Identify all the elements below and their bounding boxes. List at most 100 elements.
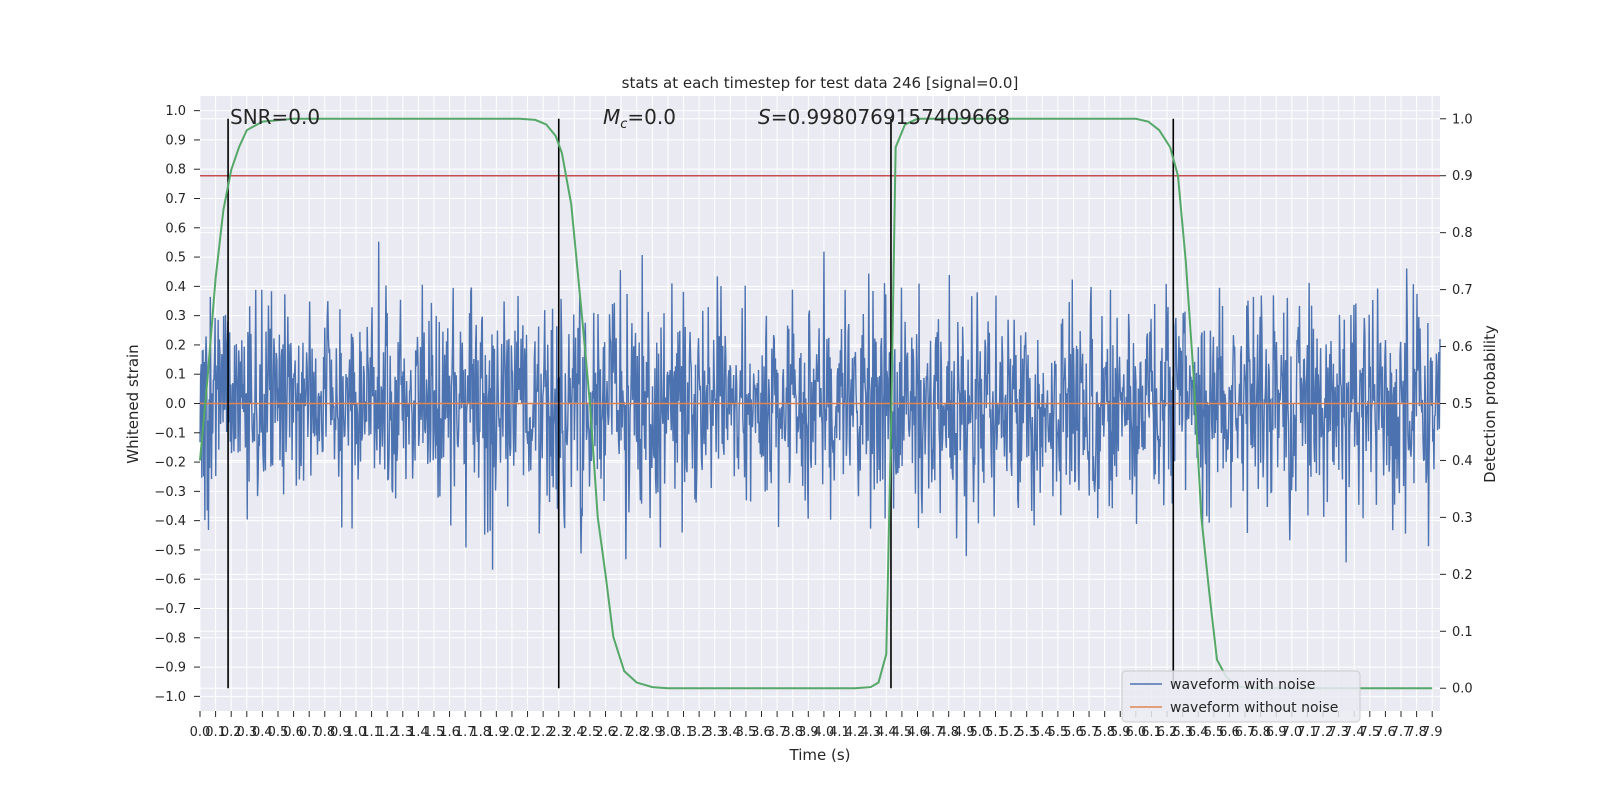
x-tick-label: 3.5 [736, 725, 757, 740]
x-tick-label: 2.3 [548, 725, 569, 740]
waveform-with-noise-line [199, 241, 1441, 570]
x-tick-label: 7.8 [1406, 725, 1427, 740]
chirp-mass-annotation: Mc=0.0 [603, 105, 676, 132]
x-tick-label: 0.3 [236, 725, 257, 740]
x-tick-label: 0.2 [221, 725, 242, 740]
x-tick-label: 5.4 [1032, 725, 1053, 740]
x-tick-label: 1.5 [424, 725, 445, 740]
x-tick-label: 5.1 [985, 725, 1006, 740]
x-tick-label: 5.8 [1094, 725, 1115, 740]
x-tick-label: 1.8 [470, 725, 491, 740]
x-tick-label: 7.4 [1344, 725, 1365, 740]
y-tick-label-left: 0.8 [165, 163, 186, 178]
y-tick-label-left: 1.0 [165, 104, 186, 119]
y-tick-label-left: −0.2 [154, 456, 186, 471]
x-tick-label: 2.6 [595, 725, 616, 740]
legend-label-with-noise: waveform with noise [1170, 677, 1315, 693]
x-tick-label: 3.8 [782, 725, 803, 740]
y-tick-label-left: 0.3 [165, 309, 186, 324]
x-tick-label: 3.2 [689, 725, 710, 740]
y-tick-label-left: −0.7 [154, 602, 186, 617]
x-tick-label: 4.7 [923, 725, 944, 740]
y-tick-label-left: 0.0 [165, 397, 186, 412]
y-tick-label-right: 0.7 [1452, 283, 1473, 298]
x-tick-label: 5.3 [1016, 725, 1037, 740]
x-tick-label: 4.9 [954, 725, 975, 740]
x-tick-label: 6.9 [1266, 725, 1287, 740]
x-tick-label: 4.6 [907, 725, 928, 740]
legend-label-without-noise: waveform without noise [1170, 700, 1338, 716]
detection-statistic-annotation: S=0.9980769157409668 [758, 105, 1010, 129]
x-tick-label: 0.0 [190, 725, 211, 740]
chirp-mass-value: =0.0 [627, 105, 676, 129]
y-axis-label-right: Detection probability [1481, 325, 1499, 483]
y-tick-label-left: −0.6 [154, 573, 186, 588]
x-tick-label: 2.5 [580, 725, 601, 740]
y-tick-label-left: −0.1 [154, 426, 186, 441]
legend-box [1121, 670, 1361, 723]
x-tick-label: 5.7 [1079, 725, 1100, 740]
y-tick-label-right: 0.8 [1452, 226, 1473, 241]
x-tick-label: 5.2 [1001, 725, 1022, 740]
x-tick-label: 0.7 [299, 725, 320, 740]
x-tick-label: 2.4 [564, 725, 585, 740]
x-tick-label: 1.4 [408, 725, 429, 740]
x-tick-label: 3.9 [798, 725, 819, 740]
x-tick-label: 6.7 [1235, 725, 1256, 740]
detection-statistic-symbol: S [758, 105, 771, 129]
x-tick-label: 4.4 [876, 725, 897, 740]
x-tick-label: 7.1 [1297, 725, 1318, 740]
x-tick-label: 6.4 [1188, 725, 1209, 740]
y-tick-label-left: 0.6 [165, 221, 186, 236]
chirp-mass-symbol: M [603, 105, 620, 129]
x-tick-label: 0.9 [330, 725, 351, 740]
x-tick-label: 7.0 [1281, 725, 1302, 740]
y-tick-label-left: −0.8 [154, 631, 186, 646]
x-tick-label: 2.2 [533, 725, 554, 740]
x-tick-label: 5.9 [1110, 725, 1131, 740]
y-tick-label-left: 0.7 [165, 192, 186, 207]
detection-statistic-value: =0.9980769157409668 [771, 105, 1010, 129]
y-tick-label-left: 0.4 [165, 280, 186, 295]
y-tick-label-left: 0.1 [165, 368, 186, 383]
x-tick-label: 1.6 [439, 725, 460, 740]
x-tick-label: 1.7 [455, 725, 476, 740]
x-tick-label: 4.0 [814, 725, 835, 740]
x-tick-label: 6.5 [1203, 725, 1224, 740]
y-axis-label-left: Whitened strain [124, 344, 142, 463]
x-tick-label: 1.1 [361, 725, 382, 740]
x-tick-label: 5.5 [1048, 725, 1069, 740]
y-tick-label-left: 0.9 [165, 133, 186, 148]
x-tick-label: 2.8 [626, 725, 647, 740]
x-tick-label: 3.7 [767, 725, 788, 740]
y-tick-label-right: 0.9 [1452, 169, 1473, 184]
y-tick-label-right: 0.6 [1452, 340, 1473, 355]
x-tick-label: 6.2 [1157, 725, 1178, 740]
x-tick-label: 3.1 [673, 725, 694, 740]
x-tick-label: 5.0 [970, 725, 991, 740]
y-tick-label-right: 1.0 [1452, 112, 1473, 127]
y-tick-label-left: −0.4 [154, 514, 186, 529]
y-tick-label-right: 0.4 [1452, 454, 1473, 469]
x-tick-label: 0.5 [268, 725, 289, 740]
x-tick-label: 3.3 [704, 725, 725, 740]
x-tick-label: 1.2 [377, 725, 398, 740]
x-tick-label: 4.1 [829, 725, 850, 740]
x-tick-label: 1.3 [392, 725, 413, 740]
y-tick-label-left: −0.3 [154, 485, 186, 500]
x-tick-label: 0.4 [252, 725, 273, 740]
x-tick-label: 5.6 [1063, 725, 1084, 740]
x-tick-label: 2.7 [611, 725, 632, 740]
y-tick-label-left: 0.5 [165, 251, 186, 266]
waveform-with-noise-series [199, 241, 1441, 570]
x-tick-label: 7.6 [1375, 725, 1396, 740]
x-tick-label: 2.0 [502, 725, 523, 740]
y-tick-label-left: −0.9 [154, 661, 186, 676]
x-tick-label: 7.3 [1328, 725, 1349, 740]
x-tick-label: 3.0 [658, 725, 679, 740]
x-tick-label: 0.6 [283, 725, 304, 740]
x-tick-label: 0.8 [314, 725, 335, 740]
x-tick-label: 7.7 [1391, 725, 1412, 740]
x-tick-label: 4.3 [860, 725, 881, 740]
chart-title: stats at each timestep for test data 246… [622, 74, 1019, 92]
